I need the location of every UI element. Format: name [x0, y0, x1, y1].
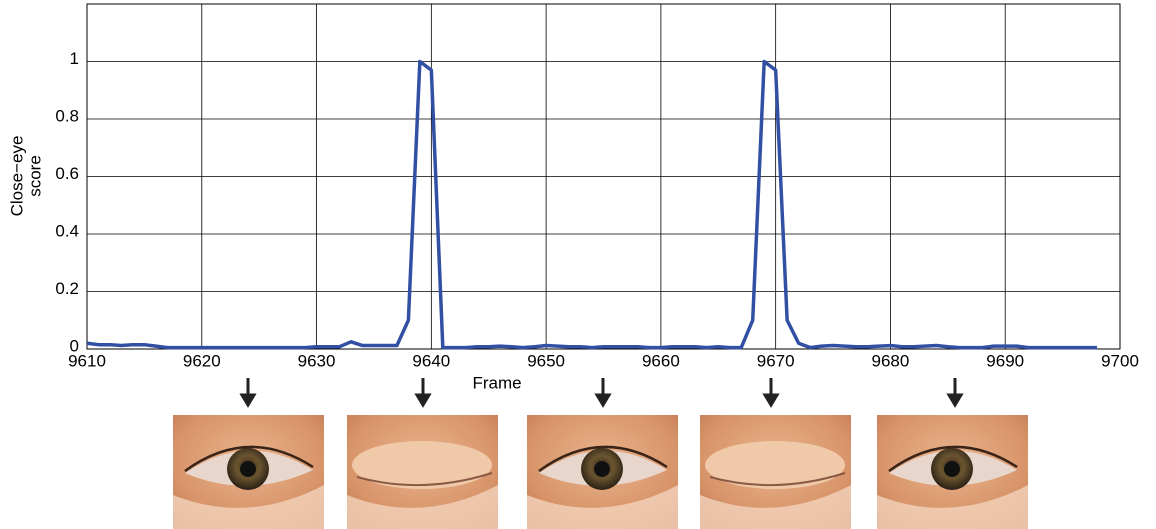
chart: Frame Close−eye score 00.20.40.60.819610…	[0, 0, 1156, 529]
x-tick-label: 9660	[642, 351, 680, 370]
x-tick-label: 9650	[527, 351, 565, 370]
y-tick-label: 0.6	[55, 164, 79, 183]
x-tick-label: 9690	[986, 351, 1024, 370]
eye-photo	[877, 415, 1028, 529]
eye-photo	[347, 415, 498, 529]
x-tick-label: 9670	[757, 351, 795, 370]
x-tick-label: 9610	[68, 351, 106, 370]
pupil	[240, 461, 256, 477]
y-tick-label: 1	[70, 49, 79, 68]
eye-photo	[700, 415, 851, 529]
y-axis-label: Close−eye	[7, 136, 26, 217]
y-tick-label: 0.8	[55, 106, 79, 125]
eye-photo	[527, 415, 678, 529]
arrow	[417, 378, 429, 405]
data-line	[87, 62, 1097, 348]
x-tick-label: 9620	[183, 351, 221, 370]
pupil	[594, 461, 610, 477]
arrow	[597, 378, 609, 405]
y-tick-label: 0.2	[55, 279, 79, 298]
x-axis-label: Frame	[472, 373, 521, 392]
pupil	[944, 461, 960, 477]
eye-photo	[173, 415, 324, 529]
y-tick-label: 0.4	[55, 221, 79, 240]
x-tick-label: 9680	[872, 351, 910, 370]
x-tick-label: 9640	[412, 351, 450, 370]
arrow	[765, 378, 777, 405]
y-axis-label: score	[25, 155, 44, 197]
arrow	[949, 378, 961, 405]
x-tick-label: 9630	[298, 351, 336, 370]
arrow	[242, 378, 254, 405]
x-tick-label: 9700	[1101, 351, 1139, 370]
